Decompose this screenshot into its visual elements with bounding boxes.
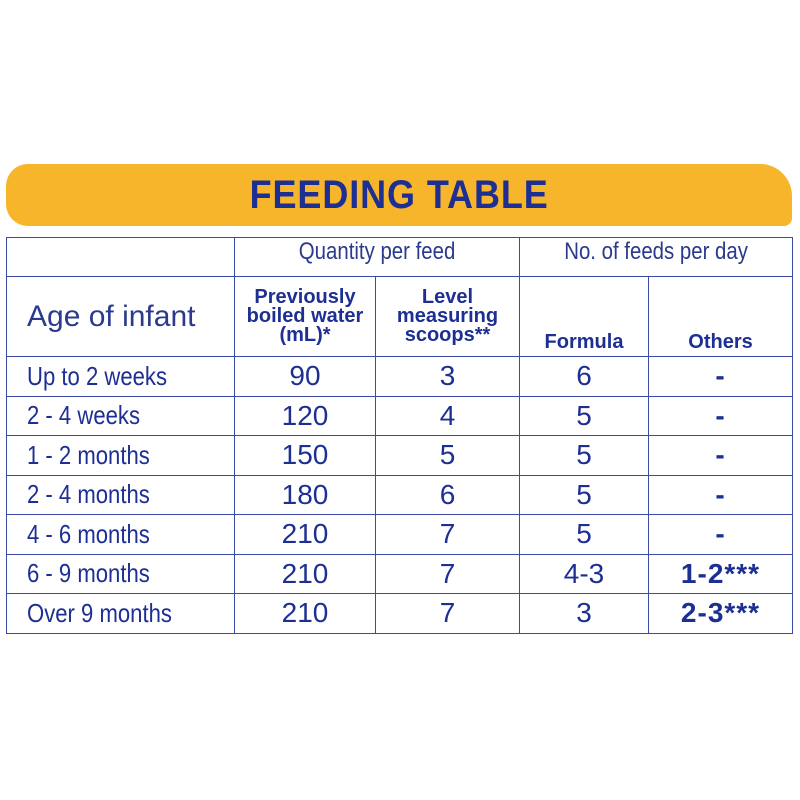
water-cell: 90: [234, 356, 376, 397]
others-cell: 2-3***: [647, 593, 794, 634]
water-column-header: Previously boiled water (mL)*: [234, 276, 376, 357]
others-cell: 1-2***: [647, 553, 794, 594]
formula-cell: 5: [519, 514, 649, 555]
others-cell: -: [647, 474, 794, 515]
group-header-row: Quantity per feed No. of feeds per day: [6, 237, 794, 277]
age-cell: 2 - 4 weeks: [6, 395, 235, 436]
water-cell: 180: [234, 474, 376, 515]
table-row: 1 - 2 months 150 5 5-: [6, 435, 794, 476]
water-cell: 150: [234, 435, 376, 476]
table-row: 4 - 6 months 210 7 5-: [6, 514, 794, 555]
age-cell: Up to 2 weeks: [6, 356, 235, 397]
formula-cell: 5: [519, 395, 649, 436]
others-cell: -: [647, 395, 794, 436]
table-row: 6 - 9 months 210 7 4-3 1-2***: [6, 553, 794, 594]
others-cell: -: [647, 514, 794, 555]
quantity-group-header: Quantity per feed: [234, 237, 520, 277]
scoops-cell: 6: [375, 474, 520, 515]
scoops-cell: 7: [375, 593, 520, 634]
scoops-column-header: Level measuring scoops**: [375, 276, 520, 357]
scoops-cell: 7: [375, 553, 520, 594]
scoops-cell: 5: [375, 435, 520, 476]
age-cell: 4 - 6 months: [6, 514, 235, 555]
table-row: 2 - 4 weeks 120 4 5-: [6, 395, 794, 436]
scoops-cell: 4: [375, 395, 520, 436]
scoops-cell: 7: [375, 514, 520, 555]
formula-cell: 3: [519, 593, 649, 634]
column-header-row: Age of infant Previously boiled water (m…: [6, 276, 794, 357]
formula-column-header: Formula: [519, 276, 649, 357]
others-cell: -: [647, 356, 794, 397]
title-banner: FEEDING TABLE: [6, 164, 792, 226]
others-cell: -: [647, 435, 794, 476]
formula-cell: 5: [519, 474, 649, 515]
age-cell: Over 9 months: [6, 593, 235, 634]
table-row: 2 - 4 months 180 6 5-: [6, 474, 794, 515]
age-cell: 1 - 2 months: [6, 435, 235, 476]
age-cell: 2 - 4 months: [6, 474, 235, 515]
page-title: FEEDING TABLE: [249, 172, 549, 217]
age-column-header: Age of infant: [6, 276, 235, 357]
feeds-group-header: No. of feeds per day: [518, 237, 794, 277]
others-column-header: Others: [647, 276, 794, 357]
formula-cell: 6: [519, 356, 649, 397]
age-cell: 6 - 9 months: [6, 553, 235, 594]
table-row: Over 9 months 210 7 3 2-3***: [6, 593, 794, 634]
water-cell: 210: [234, 593, 376, 634]
water-cell: 210: [234, 553, 376, 594]
feeding-table: Quantity per feed No. of feeds per day A…: [6, 237, 794, 634]
formula-cell: 4-3: [519, 553, 649, 594]
water-cell: 120: [234, 395, 376, 436]
water-cell: 210: [234, 514, 376, 555]
scoops-cell: 3: [375, 356, 520, 397]
table-row: Up to 2 weeks 90 3 6-: [6, 356, 794, 397]
table-body: Up to 2 weeks 90 3 6-2 - 4 weeks 120 4 5-1 - 2…: [6, 356, 794, 634]
formula-cell: 5: [519, 435, 649, 476]
blank-corner-cell: [6, 237, 235, 277]
